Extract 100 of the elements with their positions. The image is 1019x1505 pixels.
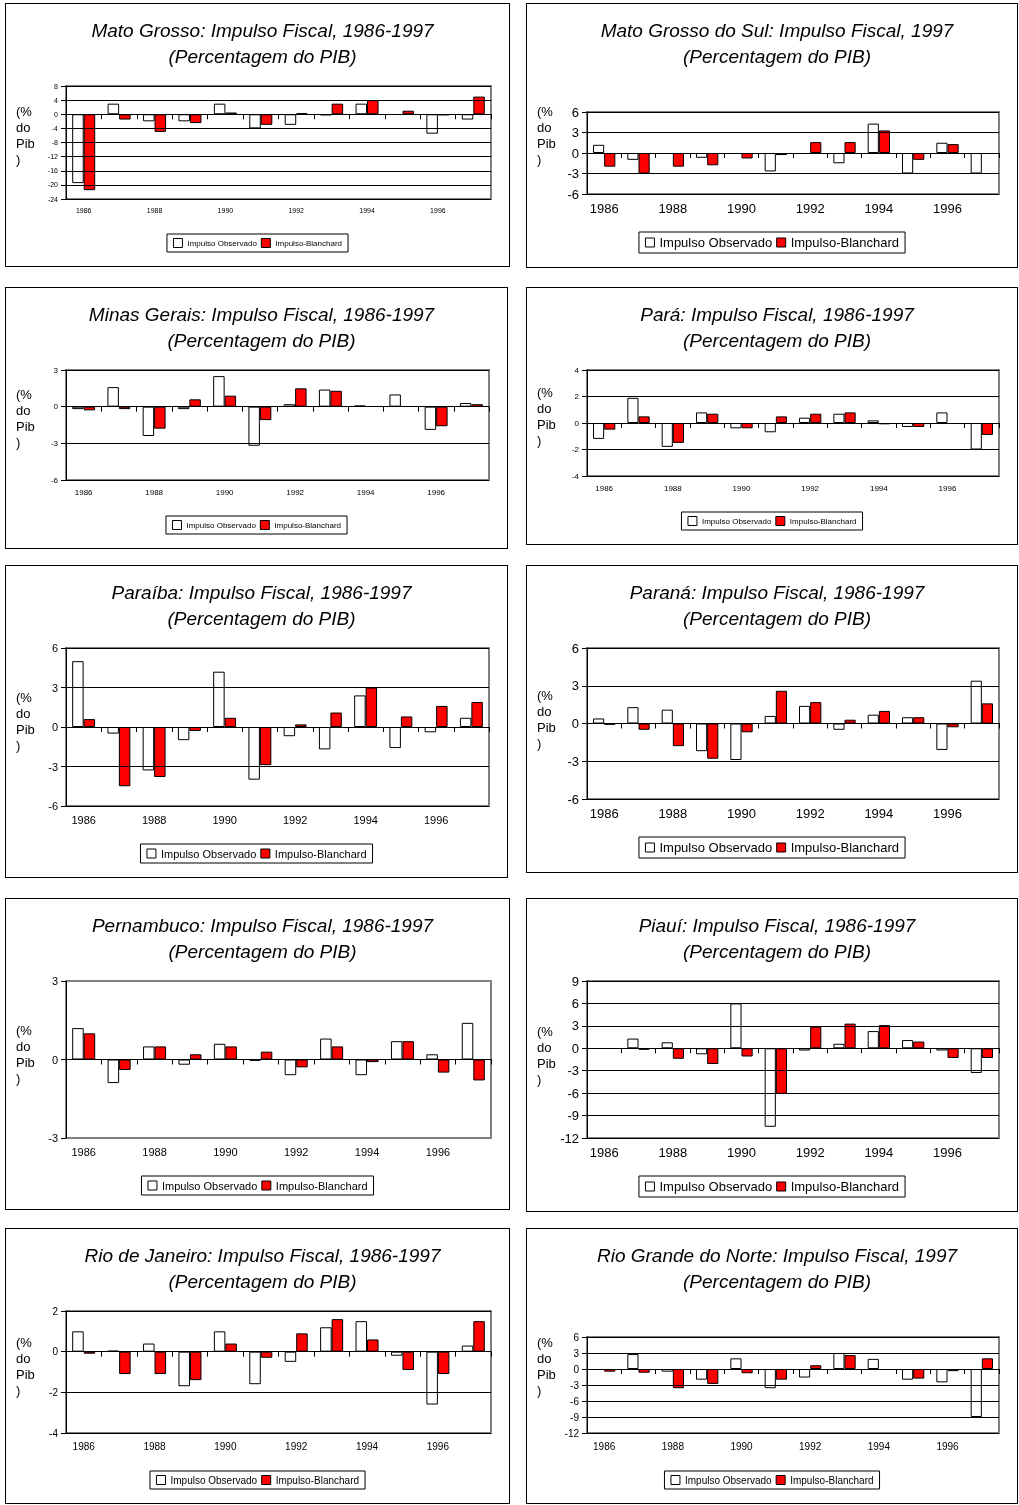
y-tick-label: -6	[48, 800, 58, 812]
legend-label: Impulso Observado	[701, 516, 772, 526]
chart-title: Minas Gerais: Impulso Fiscal, 1986-1997	[88, 303, 436, 325]
legend-label: Impulso-Blanchard	[275, 1179, 368, 1192]
legend-label: Impulso Observado	[160, 847, 257, 860]
x-tick-label: 1992	[795, 201, 825, 216]
chart-subtitle: (Percentagem do PIB)	[168, 1270, 357, 1292]
x-tick-label: 1986	[595, 483, 614, 493]
legend-label: Impulso Observado	[659, 840, 773, 855]
x-tick-label: 1992	[795, 806, 825, 821]
y-tick-label: -6	[567, 186, 579, 202]
chart-subtitle: (Percentagem do PIB)	[168, 45, 357, 67]
x-tick-label: 1996	[425, 1145, 451, 1158]
y-axis-title: (% do Pib)	[16, 103, 36, 167]
x-tick-label: 1988	[658, 806, 688, 821]
legend-label: Impulso-Blanchard	[790, 1474, 874, 1486]
legend-label: Impulso-Blanchard	[274, 520, 342, 530]
legend-label: Impulso Observado	[187, 238, 258, 248]
y-tick-label: -3	[567, 166, 579, 181]
x-tick-label: 1996	[933, 1145, 962, 1160]
x-tick-label: 1986	[589, 1145, 619, 1160]
y-tick-label: -4	[49, 1427, 59, 1439]
legend-label: Impulso Observado	[161, 1179, 258, 1192]
y-tick-label: -9	[567, 1108, 579, 1124]
y-tick-label: 3	[571, 1018, 579, 1034]
x-tick-label: 1988	[661, 1440, 685, 1452]
x-tick-label: 1992	[285, 1440, 308, 1452]
x-tick-label: 1994	[355, 1440, 379, 1452]
x-tick-label: 1986	[74, 487, 94, 497]
y-tick-label: -12	[560, 1130, 579, 1146]
x-tick-label: 1996	[938, 483, 957, 493]
x-tick-label: 1992	[801, 483, 820, 493]
x-tick-label: 1996	[423, 813, 449, 826]
y-tick-label: -6	[570, 1395, 580, 1407]
chart-subtitle: (Percentagem do PIB)	[683, 45, 871, 67]
legend-label: Impulso Observado	[684, 1474, 773, 1486]
x-tick-label: 1996	[933, 806, 962, 821]
legend-label: Impulso-Blanchard	[275, 1474, 360, 1486]
x-tick-label: 1990	[727, 806, 756, 821]
x-tick-label: 1992	[795, 1145, 825, 1160]
x-tick-label: 1994	[867, 1440, 891, 1452]
y-tick-label: -3	[570, 1379, 580, 1391]
y-tick-label: -4	[571, 471, 580, 481]
x-tick-label: 1986	[593, 1440, 616, 1452]
x-tick-label: 1992	[286, 487, 305, 497]
chart-title: Rio de Janeiro: Impulso Fiscal, 1986-1997	[84, 1244, 442, 1266]
y-tick-label: -12	[564, 1427, 580, 1439]
y-tick-label: 6	[573, 1331, 580, 1343]
y-tick-label: 0	[571, 716, 579, 731]
x-tick-label: 1986	[71, 813, 96, 826]
chart-subtitle: (Percentagem do PIB)	[683, 607, 871, 629]
x-tick-label: 1994	[356, 487, 376, 497]
legend-label: Impulso Observado	[659, 235, 773, 250]
x-tick-label: 1990	[727, 1145, 756, 1160]
x-tick-label: 1986	[72, 1440, 96, 1452]
x-tick-label: 1996	[427, 487, 446, 497]
x-tick-label: 1992	[283, 1145, 309, 1158]
y-tick-label: -2	[49, 1386, 59, 1398]
x-tick-label: 1988	[142, 1145, 167, 1158]
chart-subtitle: (Percentagem do PIB)	[683, 1270, 871, 1292]
y-tick-label: 6	[571, 104, 579, 120]
x-tick-label: 1994	[864, 806, 894, 821]
x-tick-label: 1990	[732, 483, 751, 493]
legend-label: Impulso-Blanchard	[274, 847, 367, 860]
y-axis-title: (% do Pib)	[16, 1022, 36, 1086]
y-tick-label: 3	[571, 678, 579, 694]
y-tick-label: 0	[571, 1040, 579, 1056]
x-tick-label: 1996	[933, 201, 962, 216]
x-tick-label: 1990	[214, 1440, 237, 1452]
y-axis-title: (% do Pib)	[537, 104, 557, 167]
y-axis-title: (% do Pib)	[537, 1023, 557, 1087]
y-axis-title: (% do Pib)	[16, 386, 36, 450]
y-tick-label: 6	[571, 640, 579, 656]
x-tick-label: 1990	[215, 487, 235, 497]
x-tick-label: 1988	[658, 1145, 688, 1160]
x-tick-label: 1994	[869, 483, 889, 493]
x-tick-label: 1994	[864, 201, 894, 216]
y-tick-label: 0	[51, 721, 58, 733]
x-tick-label: 1990	[730, 1440, 754, 1452]
y-tick-label: -3	[567, 1063, 579, 1079]
y-tick-label: -3	[48, 1132, 58, 1144]
chart-title: Mato Grosso do Sul: Impulso Fiscal, 1997	[600, 19, 955, 41]
legend-label: Impulso-Blanchard	[790, 235, 900, 250]
legend-label: Impulso-Blanchard	[275, 238, 343, 248]
x-tick-label: 1994	[354, 1145, 380, 1158]
chart-title: Rio Grande do Norte: Impulso Fiscal, 1997	[596, 1244, 959, 1266]
y-tick-label: -3	[567, 753, 579, 769]
y-tick-label: -3	[48, 760, 58, 773]
x-tick-label: 1990	[727, 201, 756, 216]
x-tick-label: 1986	[589, 201, 619, 216]
legend-label: Impulso Observado	[170, 1474, 258, 1486]
legend-label: Impulso-Blanchard	[789, 516, 857, 526]
chart-subtitle: (Percentagem do PIB)	[683, 940, 871, 962]
y-tick-label: -9	[570, 1411, 580, 1423]
chart-subtitle: (Percentagem do PIB)	[167, 607, 356, 629]
chart-title: Pará: Impulso Fiscal, 1986-1997	[640, 303, 916, 325]
y-axis-title: (% do Pib)	[16, 1334, 36, 1398]
y-tick-label: 3	[51, 681, 58, 694]
x-tick-label: 1990	[213, 1145, 238, 1158]
y-tick-label: 3	[53, 365, 59, 375]
